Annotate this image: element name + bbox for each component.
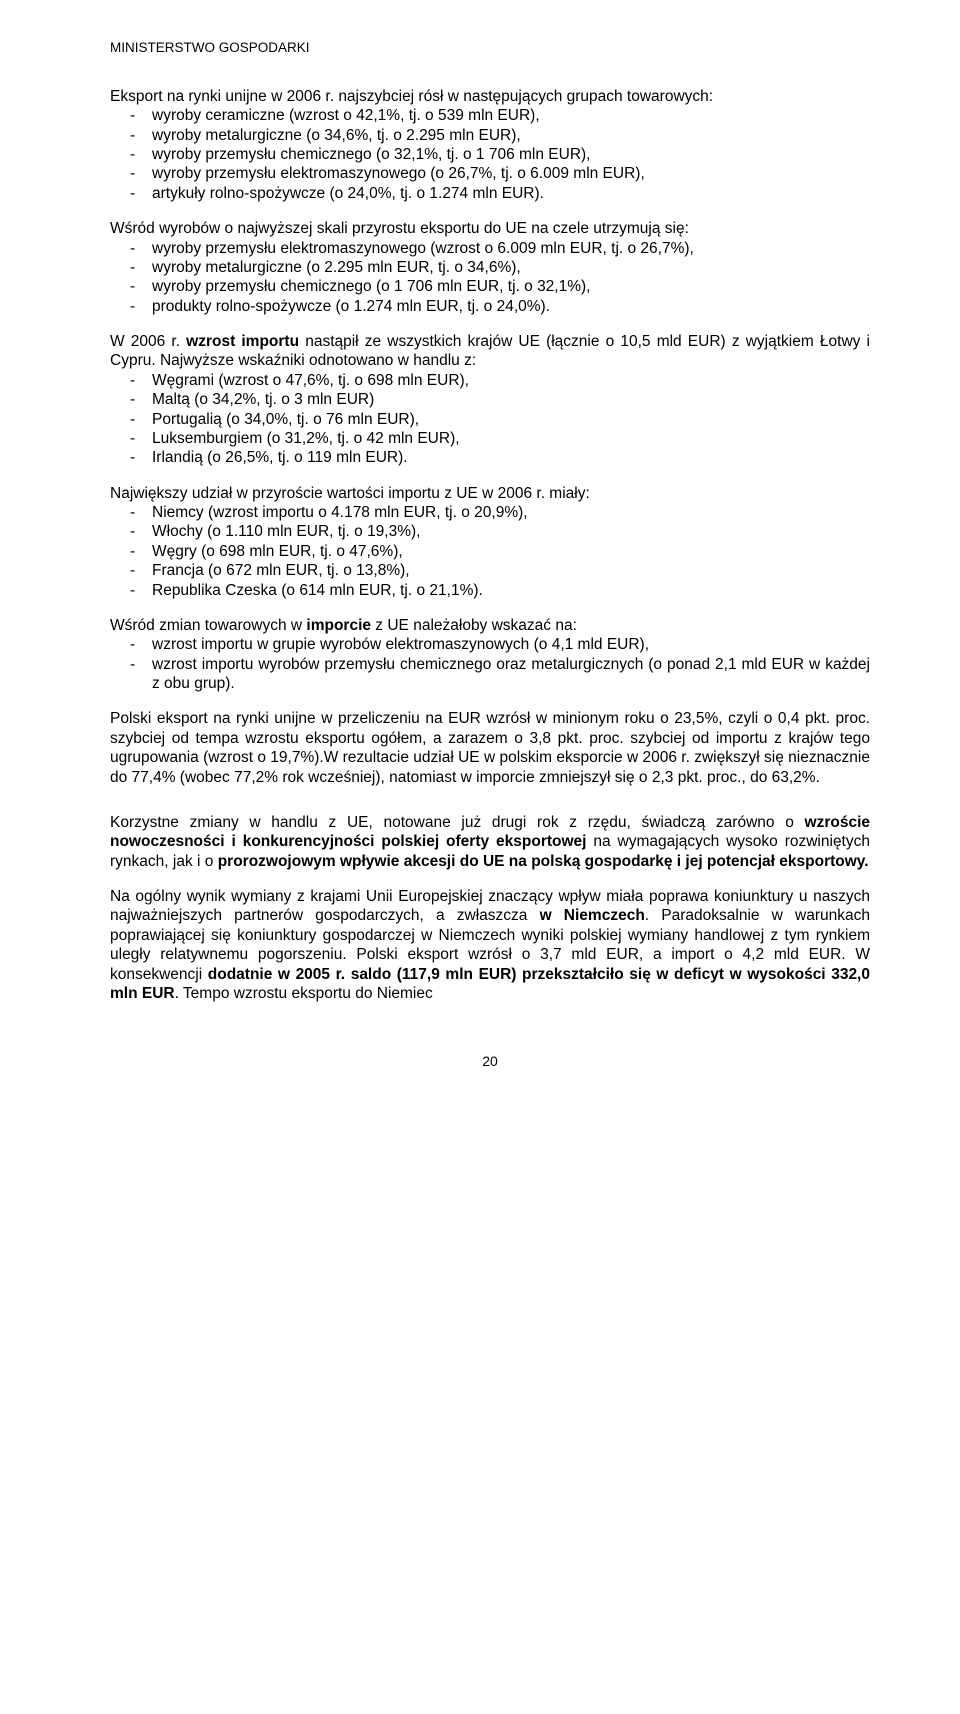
list-3: Węgrami (wzrost o 47,6%, tj. o 698 mln E… <box>110 371 870 468</box>
list-item: Niemcy (wzrost importu o 4.178 mln EUR, … <box>152 503 870 522</box>
paragraph-7: Korzystne zmiany w handlu z UE, notowane… <box>110 813 870 871</box>
list-item: Francja (o 672 mln EUR, tj. o 13,8%), <box>152 561 870 580</box>
list-item: Maltą (o 34,2%, tj. o 3 mln EUR) <box>152 390 870 409</box>
list-5: wzrost importu w grupie wyrobów elektrom… <box>110 635 870 693</box>
list-item: artykuły rolno-spożywcze (o 24,0%, tj. o… <box>152 184 870 203</box>
document-header: MINISTERSTWO GOSPODARKI <box>110 40 870 57</box>
list-item: wyroby przemysłu elektromaszynowego (o 2… <box>152 164 870 183</box>
text-bold: prorozwojowym wpływie akcesji do UE na p… <box>218 853 869 870</box>
paragraph-3: W 2006 r. wzrost importu nastąpił ze wsz… <box>110 332 870 371</box>
list-item: wzrost importu w grupie wyrobów elektrom… <box>152 635 870 654</box>
list-item: wyroby metalurgiczne (o 2.295 mln EUR, t… <box>152 258 870 277</box>
paragraph-6: Polski eksport na rynki unijne w przelic… <box>110 709 870 787</box>
list-item: Republika Czeska (o 614 mln EUR, tj. o 2… <box>152 581 870 600</box>
text-bold: imporcie <box>306 617 371 634</box>
paragraph-1-intro: Eksport na rynki unijne w 2006 r. najszy… <box>110 87 870 106</box>
list-1: wyroby ceramiczne (wzrost o 42,1%, tj. o… <box>110 106 870 203</box>
list-item: wyroby przemysłu chemicznego (o 1 706 ml… <box>152 277 870 296</box>
text-fragment: Wśród zmian towarowych w <box>110 617 306 634</box>
list-item: Węgrami (wzrost o 47,6%, tj. o 698 mln E… <box>152 371 870 390</box>
text-fragment: W 2006 r. <box>110 333 186 350</box>
list-2: wyroby przemysłu elektromaszynowego (wzr… <box>110 239 870 317</box>
text-bold: wzrost importu <box>186 333 299 350</box>
page-number: 20 <box>110 1053 870 1071</box>
list-item: Portugalią (o 34,0%, tj. o 76 mln EUR), <box>152 410 870 429</box>
list-item: Włochy (o 1.110 mln EUR, tj. o 19,3%), <box>152 522 870 541</box>
paragraph-4-intro: Największy udział w przyroście wartości … <box>110 484 870 503</box>
paragraph-2-intro: Wśród wyrobów o najwyższej skali przyros… <box>110 219 870 238</box>
list-item: wyroby metalurgiczne (o 34,6%, tj. o 2.2… <box>152 126 870 145</box>
text-fragment: . Tempo wzrostu eksportu do Niemiec <box>175 985 433 1002</box>
list-4: Niemcy (wzrost importu o 4.178 mln EUR, … <box>110 503 870 600</box>
list-item: Irlandią (o 26,5%, tj. o 119 mln EUR). <box>152 448 870 467</box>
list-item: wzrost importu wyrobów przemysłu chemicz… <box>152 655 870 694</box>
list-item: produkty rolno-spożywcze (o 1.274 mln EU… <box>152 297 870 316</box>
list-item: wyroby przemysłu chemicznego (o 32,1%, t… <box>152 145 870 164</box>
list-item: wyroby ceramiczne (wzrost o 42,1%, tj. o… <box>152 106 870 125</box>
paragraph-5: Wśród zmian towarowych w imporcie z UE n… <box>110 616 870 635</box>
list-item: wyroby przemysłu elektromaszynowego (wzr… <box>152 239 870 258</box>
list-item: Luksemburgiem (o 31,2%, tj. o 42 mln EUR… <box>152 429 870 448</box>
list-item: Węgry (o 698 mln EUR, tj. o 47,6%), <box>152 542 870 561</box>
text-fragment: Korzystne zmiany w handlu z UE, notowane… <box>110 814 805 831</box>
text-fragment: z UE należałoby wskazać na: <box>371 617 577 634</box>
paragraph-8: Na ogólny wynik wymiany z krajami Unii E… <box>110 887 870 1003</box>
text-bold: w Niemczech <box>540 907 645 924</box>
